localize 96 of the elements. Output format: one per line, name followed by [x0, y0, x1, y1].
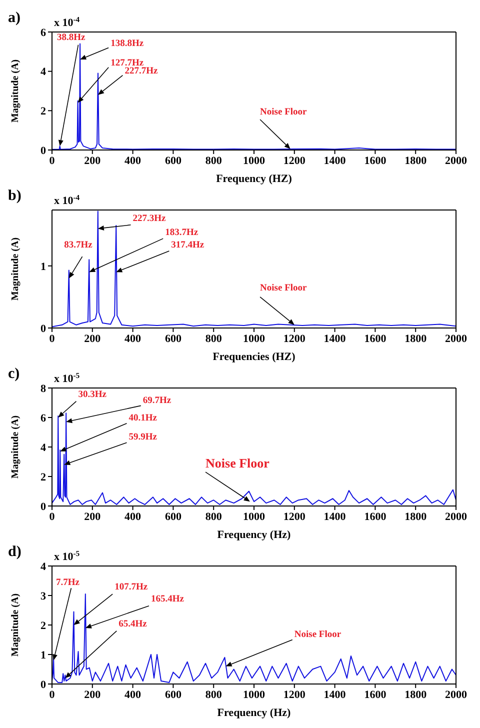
annotation: 38.8Hz [57, 32, 86, 43]
y-tick-label: 4 [40, 66, 46, 78]
y-tick-label: 6 [40, 26, 46, 39]
y-tick-label: 0 [40, 500, 46, 513]
x-tick-label: 600 [164, 154, 182, 167]
x-tick-label: 1000 [243, 510, 266, 523]
chart-title: a) [8, 10, 20, 26]
x-tick-label: 200 [84, 332, 102, 345]
y-axis-title: Magnitude (A) [10, 415, 21, 479]
x-tick-label: 1200 [283, 688, 306, 701]
annotation: Noise Floor [206, 456, 270, 471]
annotation: 127.7Hz [110, 58, 144, 68]
annotation: Noise Floor [260, 108, 308, 118]
x-tick-label: 600 [164, 688, 182, 701]
x-tick-label: 1200 [283, 154, 306, 167]
annotation: 69.7Hz [142, 396, 172, 406]
text: x 10$^{-4}$ [54, 192, 80, 207]
annotation: 165.4Hz [150, 594, 185, 604]
y-tick-label: 4 [40, 442, 46, 454]
y-tick-label: 2 [40, 620, 46, 632]
y-tick-label: 0 [40, 144, 46, 157]
x-tick-label: 800 [205, 154, 222, 167]
y-axis-title: Magnitude (A) [10, 593, 21, 657]
x-tick-label: 1400 [324, 510, 346, 523]
x-tick-label: 1600 [364, 510, 387, 523]
y-axis-title: Magnitude (A) [10, 59, 21, 123]
x-tick-label: 1000 [243, 154, 266, 167]
x-tick-label: 1400 [324, 332, 346, 345]
x-tick-label: 2000 [445, 510, 468, 523]
y-axis-title: Magnitude (A) [10, 237, 21, 301]
annotation: 227.7Hz [124, 66, 158, 76]
x-tick-label: 1600 [364, 688, 387, 701]
annotation: 83.7Hz [64, 240, 94, 250]
x-tick-label: 2000 [445, 332, 468, 345]
text: x 10$^{-4}$ [54, 14, 80, 29]
y-tick-label: 0 [40, 678, 46, 691]
annotation: 7.7Hz [56, 578, 80, 588]
x-tick-label: 200 [84, 510, 102, 523]
y-tick-label: 0 [40, 322, 46, 335]
annotation: 65.4Hz [118, 619, 148, 630]
annotation: Noise Floor [294, 630, 342, 640]
y-tick-label: 4 [40, 560, 46, 573]
x-tick-label: 0 [49, 688, 56, 701]
x-tick-label: 1400 [324, 154, 346, 167]
x-tick-label: 1200 [283, 510, 306, 523]
annotation: 40.1Hz [128, 413, 158, 424]
chart-title: c) [8, 366, 20, 382]
x-tick-label: 400 [124, 154, 142, 167]
x-tick-label: 600 [164, 510, 182, 523]
text: x 10$^{-5}$ [54, 370, 80, 385]
x-tick-label: 800 [205, 688, 222, 701]
annotation: 317.4Hz [171, 240, 205, 250]
y-tick-label: 2 [40, 471, 46, 484]
x-tick-label: 1800 [404, 332, 428, 345]
x-tick-label: 1000 [243, 332, 266, 345]
x-tick-label: 400 [124, 332, 142, 345]
x-tick-label: 1600 [364, 332, 387, 345]
x-axis-title: Frequency (HZ) [216, 173, 292, 185]
x-tick-label: 400 [124, 510, 142, 523]
x-tick-label: 0 [49, 154, 56, 167]
x-tick-label: 0 [49, 510, 56, 523]
x-tick-label: 800 [205, 332, 222, 345]
annotation: 30.3Hz [78, 390, 108, 400]
chart-title: d) [8, 544, 22, 560]
y-tick-label: 1 [40, 649, 46, 662]
x-tick-label: 2000 [445, 688, 468, 701]
y-tick-label: 2 [40, 106, 46, 118]
x-tick-label: 1800 [404, 154, 428, 167]
x-tick-label: 400 [124, 688, 142, 701]
x-tick-label: 1600 [364, 154, 387, 167]
annotation: Noise Floor [260, 284, 308, 294]
x-axis-title: Frequency (Hz) [217, 707, 292, 719]
x-tick-label: 200 [84, 688, 102, 701]
x-tick-label: 1800 [404, 688, 428, 701]
text: x 10$^{-5}$ [54, 548, 80, 563]
x-tick-label: 600 [164, 332, 182, 345]
y-tick-label: 3 [40, 590, 46, 602]
x-tick-label: 1000 [243, 688, 266, 701]
x-axis-title: Frequency (Hz) [217, 529, 292, 541]
y-tick-label: 6 [40, 412, 46, 424]
annotation: 183.7Hz [165, 228, 199, 238]
annotation: 227.3Hz [132, 214, 167, 224]
x-tick-label: 2000 [445, 154, 468, 167]
x-tick-label: 800 [205, 510, 222, 523]
x-tick-label: 1400 [324, 688, 346, 701]
x-axis-title: Frequencies (HZ) [212, 351, 296, 363]
x-tick-label: 1200 [283, 332, 306, 345]
annotation: 107.7Hz [114, 582, 148, 593]
annotation: 59.9Hz [128, 432, 158, 443]
x-tick-label: 1800 [404, 510, 428, 523]
x-tick-label: 0 [49, 332, 56, 345]
chart-title: b) [8, 188, 22, 204]
y-tick-label: 1 [40, 260, 46, 273]
x-tick-label: 200 [84, 154, 102, 167]
annotation: 138.8Hz [110, 38, 144, 49]
y-tick-label: 8 [40, 382, 46, 395]
